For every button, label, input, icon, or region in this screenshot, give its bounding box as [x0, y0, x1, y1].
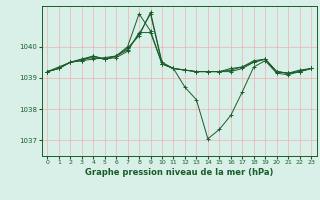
- X-axis label: Graphe pression niveau de la mer (hPa): Graphe pression niveau de la mer (hPa): [85, 168, 273, 177]
